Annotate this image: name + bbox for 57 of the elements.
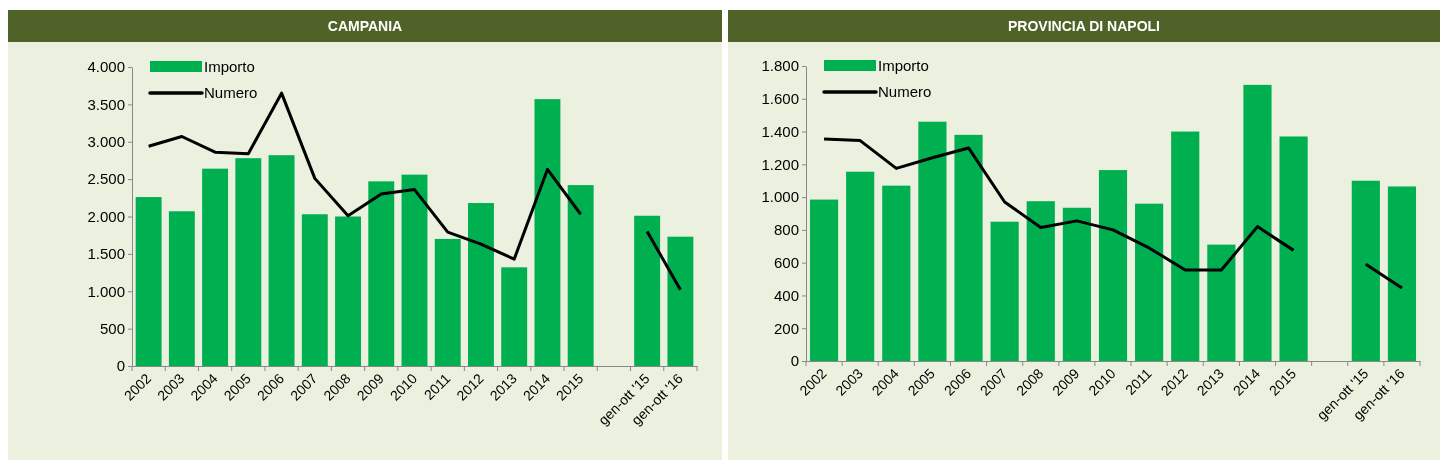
legend-label: Importo (878, 57, 929, 74)
bar (1026, 201, 1055, 361)
y-tick-label: 800 (773, 221, 799, 239)
legend-label: Numero (878, 83, 932, 100)
legend-label: Numero (204, 84, 258, 101)
bar (954, 134, 983, 361)
bar (1243, 84, 1272, 361)
bar (809, 199, 839, 361)
bar (268, 155, 295, 366)
y-tick-label: 3.500 (87, 95, 125, 113)
bar (846, 171, 875, 361)
chart-title: CAMPANIA (327, 18, 403, 34)
y-tick-label: 1.600 (761, 90, 799, 108)
y-tick-label: 2.500 (87, 170, 125, 188)
y-tick-label: 0 (116, 357, 125, 375)
y-tick-label: 1.400 (761, 122, 799, 140)
bar (1098, 170, 1128, 361)
y-tick-label: 0 (790, 352, 799, 370)
bar (567, 185, 594, 366)
bar (135, 197, 162, 366)
bar (1279, 136, 1308, 361)
bar (401, 174, 428, 366)
bar (301, 214, 328, 366)
bar (534, 99, 561, 366)
bar (202, 168, 229, 366)
chart-title: PROVINCIA DI NAPOLI (1008, 18, 1160, 34)
bar (990, 221, 1019, 361)
y-tick-label: 1.500 (87, 245, 125, 263)
bar (1351, 180, 1380, 361)
y-tick-label: 4.000 (87, 58, 125, 76)
bar (168, 211, 195, 366)
bar (918, 121, 947, 361)
bar (634, 215, 661, 366)
bar (667, 236, 694, 366)
bar (882, 185, 911, 361)
bar (235, 158, 262, 366)
bar (335, 216, 361, 366)
y-tick-label: 400 (773, 286, 799, 304)
bar (468, 203, 494, 366)
bar (1207, 244, 1236, 361)
bar (434, 238, 461, 366)
y-tick-label: 1.000 (87, 282, 125, 300)
y-tick-label: 1.000 (761, 188, 799, 206)
bar (368, 181, 395, 366)
bar (1171, 131, 1200, 361)
y-tick-label: 3.000 (87, 133, 125, 151)
legend-label: Importo (204, 58, 255, 75)
bar (1135, 203, 1164, 361)
bar (1062, 207, 1091, 361)
bar (1387, 186, 1417, 361)
y-tick-label: 500 (99, 319, 125, 337)
y-tick-label: 1.200 (761, 155, 799, 173)
bar (501, 267, 528, 366)
y-tick-label: 2.000 (87, 207, 125, 225)
y-tick-label: 1.800 (761, 57, 799, 75)
y-tick-label: 600 (773, 253, 799, 271)
y-tick-label: 200 (773, 319, 799, 337)
